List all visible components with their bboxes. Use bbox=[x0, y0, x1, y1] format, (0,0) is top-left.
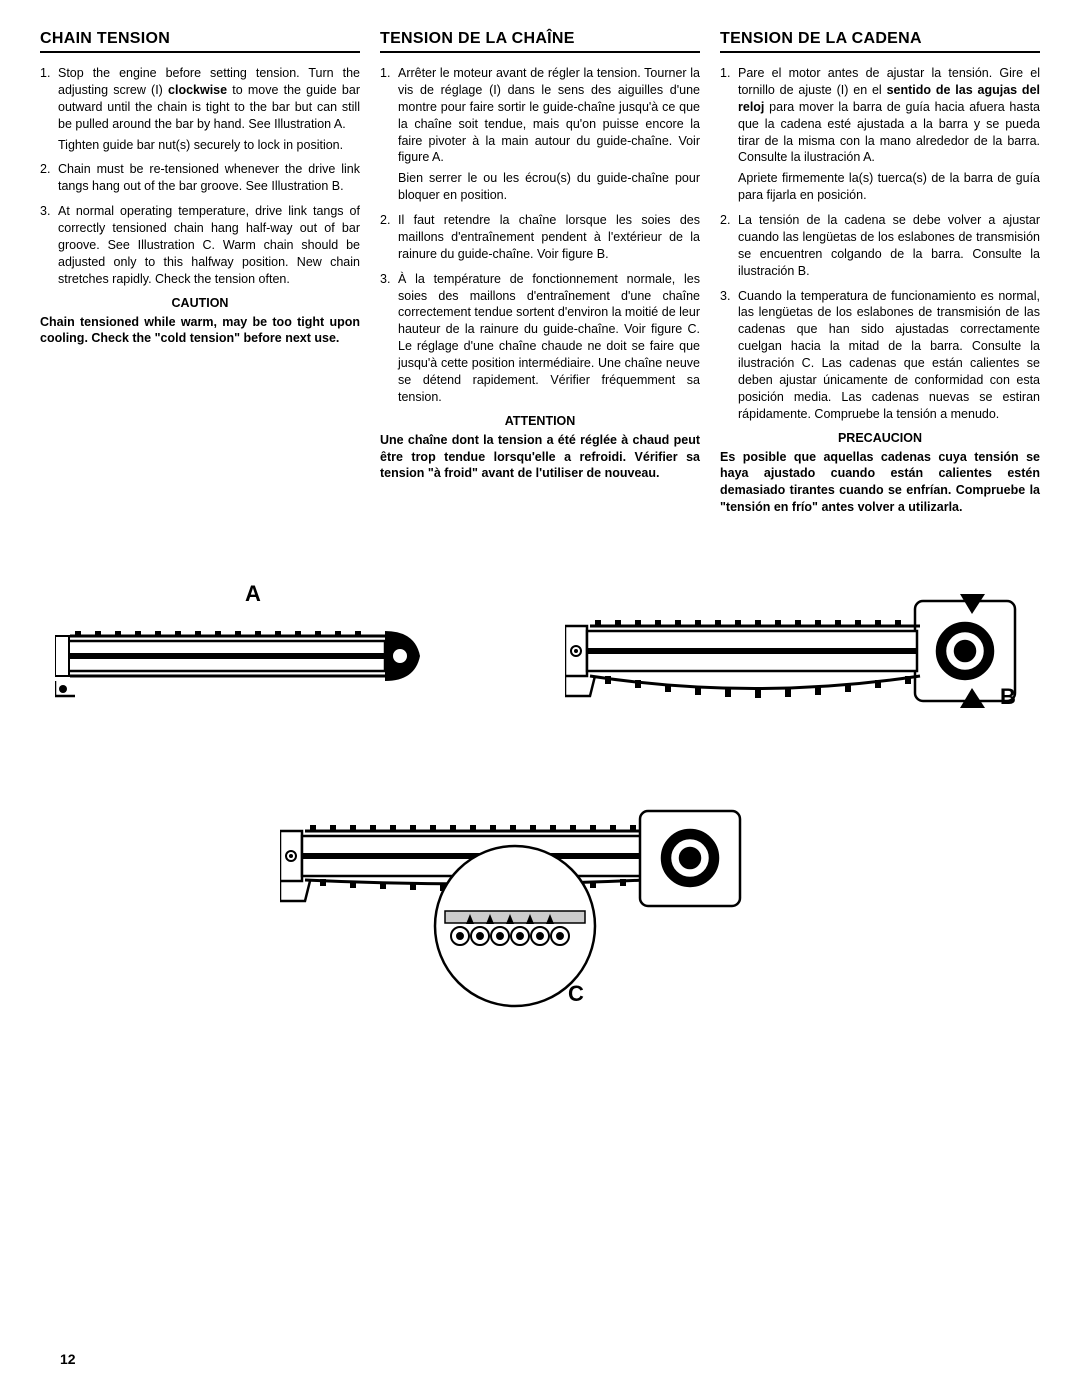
illustration-b: B bbox=[565, 576, 1025, 736]
item-subtext: Bien serrer le ou les écrou(s) du guide-… bbox=[398, 170, 700, 204]
illustrations-row-ab: A bbox=[40, 576, 1040, 736]
item-text: Arrêter le moteur avant de régler la ten… bbox=[398, 66, 700, 164]
item-text: À la température de fonctionnement norma… bbox=[398, 272, 700, 404]
item-text: Stop the engine before setting tension. … bbox=[58, 66, 360, 131]
illustrations-area: A bbox=[40, 576, 1040, 1016]
item-number: 2. bbox=[720, 212, 730, 229]
caution-text-fr: Une chaîne dont la tension a été réglée … bbox=[380, 432, 700, 483]
item-number: 3. bbox=[720, 288, 730, 305]
list-item: 2. Il faut retendre la chaîne lorsque les… bbox=[380, 212, 700, 263]
illustrations-row-c: C bbox=[40, 796, 1040, 1016]
list-item: 3. At normal operating temperature, drive… bbox=[40, 203, 360, 287]
item-number: 1. bbox=[720, 65, 730, 82]
heading-es: TENSION DE LA CADENA bbox=[720, 30, 1040, 53]
list-item: 2. La tensión de la cadena se debe volver… bbox=[720, 212, 1040, 280]
label-c: C bbox=[568, 981, 584, 1006]
caution-label-fr: ATTENTION bbox=[380, 414, 700, 428]
page-number: 12 bbox=[60, 1351, 76, 1367]
column-french: TENSION DE LA CHAÎNE 1. Arrêter le moteur… bbox=[380, 30, 700, 516]
item-text: Pare el motor antes de ajustar la tensió… bbox=[738, 66, 1040, 164]
list-item: 3. À la température de fonctionnement nor… bbox=[380, 271, 700, 406]
item-subtext: Tighten guide bar nut(s) securely to loc… bbox=[58, 137, 360, 154]
list-item: 1. Pare el motor antes de ajustar la tens… bbox=[720, 65, 1040, 204]
list-item: 3. Cuando la temperatura de funcionamient… bbox=[720, 288, 1040, 423]
list-item: 1. Arrêter le moteur avant de régler la t… bbox=[380, 65, 700, 204]
item-number: 2. bbox=[380, 212, 390, 229]
item-text: At normal operating temperature, drive l… bbox=[58, 204, 360, 286]
item-text: Chain must be re-tensioned whenever the … bbox=[58, 162, 360, 193]
illustration-a: A bbox=[55, 581, 475, 731]
list-item: 1. Stop the engine before setting tension… bbox=[40, 65, 360, 153]
heading-en: CHAIN TENSION bbox=[40, 30, 360, 53]
item-subtext: Apriete firmemente la(s) tuerca(s) de la… bbox=[738, 170, 1040, 204]
item-number: 2. bbox=[40, 161, 50, 178]
item-number: 1. bbox=[40, 65, 50, 82]
list-es: 1. Pare el motor antes de ajustar la tens… bbox=[720, 65, 1040, 423]
heading-fr: TENSION DE LA CHAÎNE bbox=[380, 30, 700, 53]
text-columns: CHAIN TENSION 1. Stop the engine before s… bbox=[40, 30, 1040, 516]
list-fr: 1. Arrêter le moteur avant de régler la t… bbox=[380, 65, 700, 406]
caution-text-en: Chain tensioned while warm, may be too t… bbox=[40, 314, 360, 348]
list-item: 2. Chain must be re-tensioned whenever th… bbox=[40, 161, 360, 195]
caution-text-es: Es posible que aquellas cadenas cuya ten… bbox=[720, 449, 1040, 517]
item-number: 3. bbox=[380, 271, 390, 288]
item-text: La tensión de la cadena se debe volver a… bbox=[738, 213, 1040, 278]
caution-label-es: PRECAUCION bbox=[720, 431, 1040, 445]
caution-label-en: CAUTION bbox=[40, 296, 360, 310]
item-number: 1. bbox=[380, 65, 390, 82]
column-english: CHAIN TENSION 1. Stop the engine before s… bbox=[40, 30, 360, 516]
item-number: 3. bbox=[40, 203, 50, 220]
column-spanish: TENSION DE LA CADENA 1. Pare el motor ant… bbox=[720, 30, 1040, 516]
item-text: Cuando la temperatura de funcionamiento … bbox=[738, 289, 1040, 421]
label-a: A bbox=[245, 581, 261, 606]
list-en: 1. Stop the engine before setting tension… bbox=[40, 65, 360, 288]
item-text: Il faut retendre la chaîne lorsque les s… bbox=[398, 213, 700, 261]
illustration-c: C bbox=[280, 796, 800, 1016]
label-b: B bbox=[1000, 684, 1016, 709]
